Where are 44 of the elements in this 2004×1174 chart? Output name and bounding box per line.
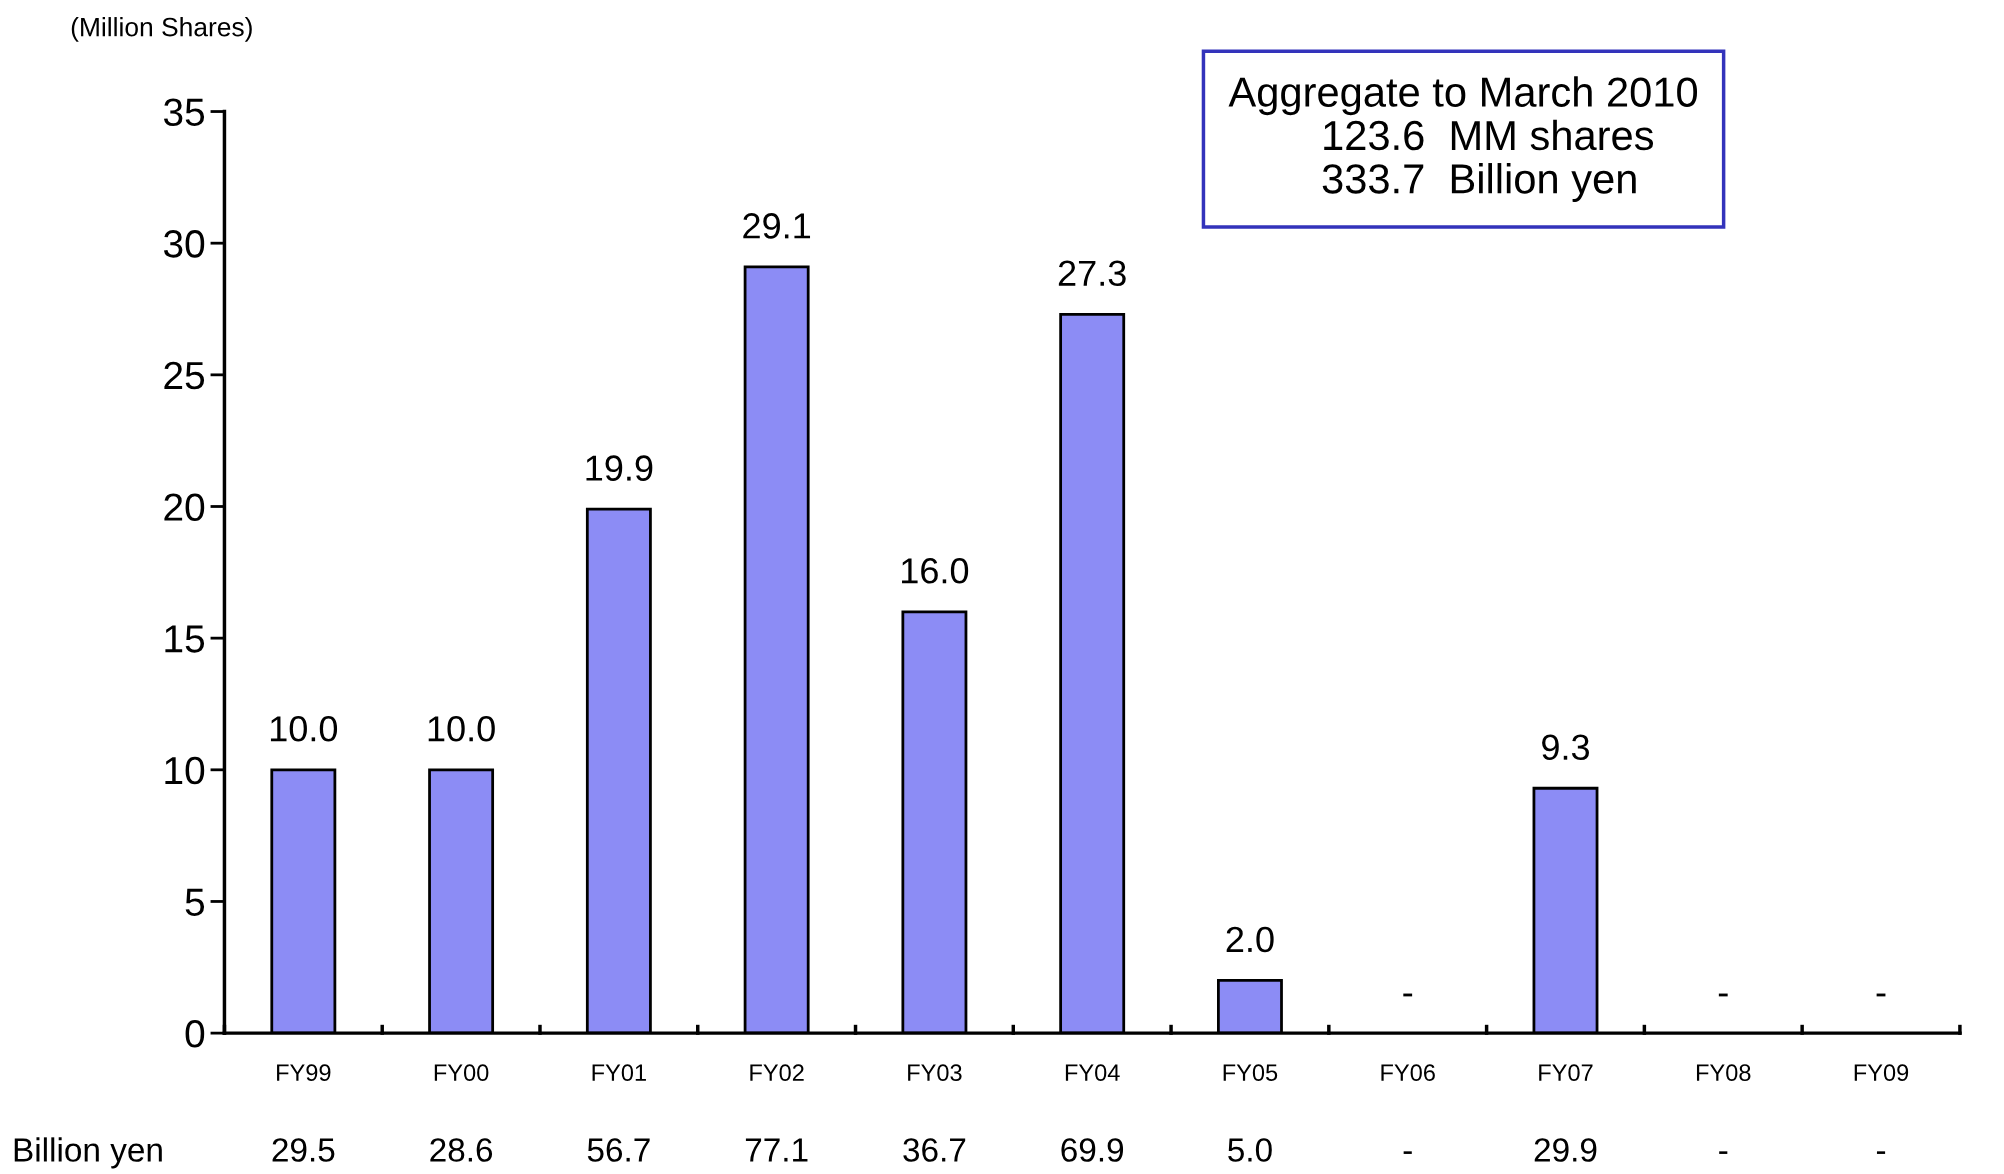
x-tick-label: FY00 <box>434 1064 489 1082</box>
y-tick-label: 15 <box>165 625 205 653</box>
text: 28.6 <box>430 1138 493 1162</box>
data-label: 27.3 <box>1058 260 1126 287</box>
text: 29.9 <box>1534 1138 1597 1162</box>
y-tick-label: 10 <box>165 756 205 785</box>
y-tick-label: 0 <box>185 1020 205 1048</box>
x-tick-label: FY09 <box>1854 1064 1909 1082</box>
y-tick-label: 30 <box>163 230 205 258</box>
x-tick-label: FY03 <box>908 1064 962 1082</box>
text: 5.0 <box>1228 1138 1272 1162</box>
y-axis-title: (Million Shares) <box>71 17 252 42</box>
text: - <box>1876 1151 1886 1154</box>
text: - <box>1403 1151 1412 1154</box>
y-tick-label: 25 <box>164 361 205 390</box>
data-label: 2.0 <box>1226 926 1274 953</box>
data-label: 29.1 <box>743 213 811 239</box>
text: 56.7 <box>587 1138 650 1162</box>
text: Billion yen <box>14 1137 162 1169</box>
y-tick-label: 5 <box>185 888 205 916</box>
text: 36.7 <box>903 1138 966 1162</box>
x-tick-label: FY05 <box>1223 1064 1278 1082</box>
text: 29.5 <box>272 1138 335 1162</box>
annotation: Aggregate to March 2010 123.6 MM shares 333.7 Billion yen <box>1228 76 1698 202</box>
text: - <box>1718 993 1728 997</box>
x-tick-label: FY08 <box>1696 1064 1751 1082</box>
data-label: 10.0 <box>428 716 495 742</box>
x-tick-label: FY99 <box>277 1064 331 1082</box>
text: - <box>1403 993 1413 997</box>
x-tick-label: FY06 <box>1381 1064 1435 1082</box>
x-tick-label: FY02 <box>750 1064 804 1082</box>
data-label: 19.9 <box>586 455 653 481</box>
y-tick-label: 20 <box>164 493 205 521</box>
x-tick-label: FY04 <box>1065 1064 1120 1082</box>
y-tick-label: 35 <box>163 98 205 126</box>
data-label: 10.0 <box>270 716 338 742</box>
text: - <box>1719 1151 1728 1154</box>
x-tick-label: FY01 <box>592 1064 646 1082</box>
data-label: 9.3 <box>1542 734 1589 761</box>
text: - <box>1876 993 1886 997</box>
text: 77.1 <box>745 1138 808 1162</box>
text: 69.9 <box>1061 1138 1124 1162</box>
data-label: 16.0 <box>902 558 969 584</box>
x-tick-label: FY07 <box>1539 1064 1593 1082</box>
